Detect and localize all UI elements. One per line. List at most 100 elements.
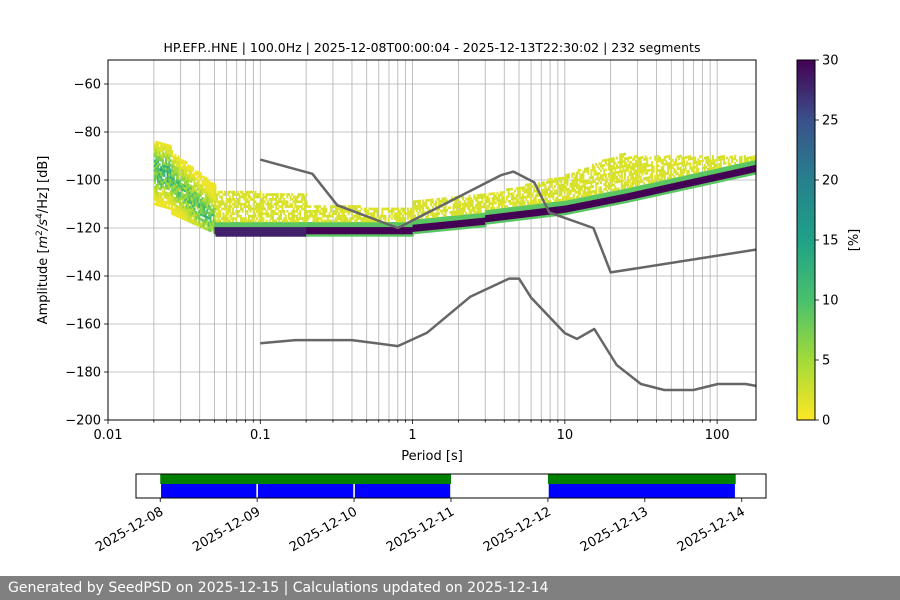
heatmap-cell [446,218,449,222]
heatmap-cell [160,202,163,205]
heatmap-cell [608,165,611,169]
heatmap-cell [169,183,172,186]
heatmap-cell [476,210,479,214]
heatmap-cell [303,226,306,230]
heatmap-cell [673,170,676,174]
heatmap-cell [606,192,609,195]
heatmap-cell [368,234,371,237]
heatmap-cell [679,181,682,184]
heatmap-cell [631,179,634,183]
heatmap-cell [275,202,278,206]
heatmap-cell [201,197,204,200]
heatmap-cell [414,226,417,230]
heatmap-cell [168,173,171,176]
heatmap-cell [344,219,347,223]
heatmap-cell [431,220,434,223]
heatmap-cell [209,212,212,216]
heatmap-cell [193,198,196,202]
heatmap-cell [225,222,228,225]
heatmap-cell [695,177,698,181]
heatmap-cell [291,217,294,220]
heatmap-cell [600,186,603,189]
heatmap-cell [458,210,461,213]
heatmap-cell [533,216,536,219]
heatmap-cell [357,234,360,237]
heatmap-cell [683,168,686,172]
heatmap-cell [514,216,516,219]
heatmap-cell [502,200,505,204]
heatmap-cell [620,162,623,166]
heatmap-cell [376,222,379,225]
heatmap-cell [160,185,163,189]
heatmap-cell [207,202,210,206]
heatmap-cell [655,181,658,185]
heatmap-cell [738,175,741,179]
heatmap-cell [183,210,186,214]
heatmap-cell [289,224,292,228]
heatmap-cell [284,200,287,204]
heatmap-cell [386,231,389,235]
heatmap-cell [410,217,413,220]
heatmap-cell [227,226,230,230]
heatmap-cell [246,222,249,225]
heatmap-cell [195,170,198,173]
heatmap-cell [711,154,714,158]
heatmap-cell [468,197,471,200]
heatmap-cell [219,202,222,206]
heatmap-cell [614,176,617,179]
heatmap-cell [299,193,302,196]
heatmap-cell [708,182,711,185]
heatmap-cell [379,222,382,225]
heatmap-cell [587,195,590,199]
heatmap-cell [488,219,491,222]
heatmap-cell [224,214,227,218]
heatmap-cell [498,203,501,207]
heatmap-cell [195,177,198,181]
heatmap-cell [641,192,644,195]
heatmap-cell [236,231,239,235]
heatmap-cell [259,205,262,208]
heatmap-cell [225,217,228,220]
heatmap-cell [201,189,204,193]
heatmap-cell [663,177,666,181]
heatmap-cell [706,158,709,162]
heatmap-cell [153,188,156,192]
heatmap-cell [330,222,333,225]
heatmap-cell [412,226,415,230]
heatmap-cell [614,168,617,172]
heatmap-cell [168,204,171,208]
heatmap-cell [504,214,507,218]
heatmap-cell [284,205,287,208]
heatmap-cell [299,214,302,218]
heatmap-cell [431,212,434,216]
heatmap-cell [657,174,660,177]
heatmap-cell [628,163,631,167]
heatmap-cell [609,193,612,197]
heatmap-cell [691,169,693,172]
heatmap-cell [557,198,560,202]
heatmap-cell [601,164,604,168]
heatmap-cell [533,213,536,217]
heatmap-cell [593,194,596,198]
heatmap-cell [751,170,754,173]
heatmap-cell [537,203,540,207]
heatmap-cell [743,169,746,173]
heatmap-cell [643,186,646,190]
heatmap-cell [328,224,331,228]
heatmap-cell [172,179,175,183]
heatmap-cell [471,201,474,205]
heatmap-cell [441,197,444,201]
heatmap-cell [310,234,313,237]
heatmap-cell [220,195,223,199]
heatmap-cell [169,178,172,182]
heatmap-cell [183,213,186,216]
heatmap-cell [283,229,286,232]
heatmap-cell [611,172,614,175]
heatmap-cell [196,204,199,208]
heatmap-cell [571,189,574,193]
heatmap-cell [232,229,235,232]
heatmap-cell [541,184,544,187]
heatmap-cell [420,221,423,224]
heatmap-cell [182,178,185,182]
heatmap-cell [663,155,666,159]
